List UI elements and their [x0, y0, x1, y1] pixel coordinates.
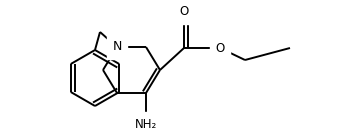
Text: NH₂: NH₂	[135, 118, 157, 131]
Text: O: O	[215, 41, 225, 54]
Text: O: O	[179, 5, 189, 18]
Text: N: N	[112, 40, 122, 53]
